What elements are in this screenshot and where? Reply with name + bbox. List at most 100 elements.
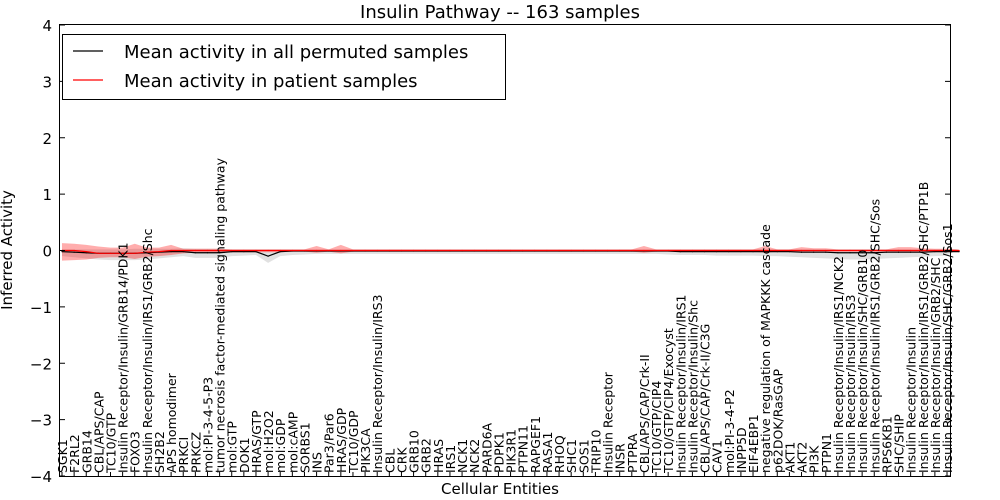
patient-point	[861, 249, 863, 252]
x-tick-label: Par3/Par6	[322, 413, 337, 473]
permuted-point	[231, 251, 233, 253]
x-tick-label: TC10/GTP/CIP4	[649, 381, 664, 474]
y-tick-label: 0	[42, 243, 52, 261]
patient-point	[776, 249, 778, 252]
permuted-point	[728, 251, 730, 253]
patient-point	[837, 249, 839, 252]
permuted-point	[885, 251, 887, 253]
patient-point	[655, 249, 657, 252]
patient-point	[691, 249, 694, 252]
y-tick-label: 3	[42, 73, 52, 91]
x-axis-label: Cellular Entities	[441, 480, 559, 498]
patient-point	[922, 249, 924, 252]
permuted-point	[825, 251, 827, 253]
patient-point	[825, 249, 827, 252]
patient-point	[182, 249, 184, 252]
permuted-point	[873, 252, 875, 254]
patient-point	[328, 249, 330, 252]
permuted-point	[958, 251, 960, 253]
x-tick-label: Insulin Receptor	[601, 371, 616, 473]
patient-point	[376, 249, 378, 252]
patient-point	[897, 249, 900, 252]
x-tick-label: TC10/GTP	[103, 412, 118, 474]
x-tick-label: RPS6KB1	[879, 416, 894, 473]
patient-point	[340, 249, 342, 252]
legend-label-patient: Mean activity in patient samples	[124, 71, 418, 92]
x-tick-label: Insulin Receptor/Insulin/SHC/GRB10	[855, 250, 870, 473]
patient-point	[303, 249, 306, 252]
x-tick-label: p62DOK/RasGAP	[770, 368, 785, 473]
legend-label-permuted: Mean activity in all permuted samples	[124, 42, 468, 63]
patient-point	[509, 249, 512, 252]
x-tick-label: Insulin Receptor/Insulin/IRS3	[843, 295, 858, 473]
x-tick-label: Insulin Receptor/Insulin/IRS1/GRB2/SHC/P…	[916, 182, 931, 473]
permuted-point	[206, 252, 209, 254]
patient-point	[279, 249, 281, 252]
y-tick-label: −4	[30, 468, 52, 486]
patient-point	[728, 249, 730, 252]
permuted-point	[679, 251, 681, 253]
x-tick-label: AKT1	[782, 442, 797, 473]
patient-point	[352, 249, 354, 252]
patient-point	[667, 249, 669, 252]
permuted-point	[800, 251, 803, 253]
x-tick-label: PIK3CA	[358, 428, 373, 473]
permuted-point	[837, 252, 839, 254]
legend: Mean activity in all permuted samples Me…	[62, 34, 506, 100]
x-tick-label: PIK3R1	[504, 429, 519, 473]
permuted-point	[716, 251, 718, 253]
patient-point	[800, 249, 803, 252]
permuted-point	[740, 251, 742, 253]
patient-point	[194, 249, 196, 252]
patient-point	[97, 252, 99, 254]
legend-box	[62, 34, 506, 100]
patient-point	[85, 251, 87, 253]
patient-point	[740, 249, 742, 252]
patient-point	[813, 249, 815, 252]
x-tick-label: EIF4EBP1	[746, 414, 761, 473]
x-tick-label: SGK1	[55, 439, 70, 473]
y-tick-label: 2	[42, 130, 52, 148]
x-tick-label: Insulin Receptor/Insulin/IRS3	[370, 295, 385, 473]
x-tick-label: Insulin Receptor/Insulin/SHC/GRB2/Sos1	[940, 223, 955, 473]
x-tick-label: PTPN1	[819, 433, 834, 473]
x-tick-label: IRS1	[443, 445, 458, 473]
x-tick-label: Insulin Receptor/Insulin/IRS1	[673, 295, 688, 473]
patient-point	[400, 249, 403, 252]
x-tick-label: NCK1	[455, 439, 470, 473]
permuted-point	[267, 255, 269, 257]
x-tick-label: SORBS1	[297, 422, 312, 473]
permuted-point	[922, 251, 924, 253]
x-tick-label: Insulin Receptor/Insulin/GRB2/SHC	[928, 257, 943, 473]
x-tick-label: CRK	[394, 447, 409, 473]
x-tick-label: SHC1	[564, 439, 579, 473]
x-tick-label: CBL/APS/CAP/Crk-II	[637, 354, 652, 473]
permuted-point	[813, 251, 815, 253]
permuted-point	[788, 251, 791, 253]
patient-point	[134, 252, 136, 254]
patient-point	[219, 249, 221, 252]
permuted-point	[219, 252, 221, 254]
patient-point	[473, 249, 475, 252]
permuted-point	[73, 251, 75, 253]
patient-point	[570, 249, 572, 252]
permuted-point	[85, 252, 87, 254]
x-tick-label: F2RL2	[67, 434, 82, 473]
patient-point	[315, 249, 318, 252]
permuted-point	[934, 251, 936, 253]
x-tick-label: CAV1	[710, 440, 725, 473]
patient-point	[206, 249, 209, 252]
x-tick-label: mol:GTP	[225, 421, 240, 473]
x-tick-label: APS homodimer	[164, 372, 179, 473]
x-tick-label: Insulin Receptor/Insulin	[904, 327, 919, 473]
x-tick-label: TC10/GDP	[346, 410, 361, 474]
x-tick-label: mol:cAMP	[285, 411, 300, 473]
x-tick-label: PI3K	[807, 445, 822, 473]
x-tick-label: PARD6A	[479, 422, 494, 473]
patient-point	[412, 249, 415, 252]
x-tick-label: Insulin Receptor/Insulin/GRB14/PDK1	[116, 242, 131, 473]
patient-point	[449, 249, 451, 252]
x-tick-label: RASA1	[540, 432, 555, 473]
patient-point	[388, 249, 390, 252]
